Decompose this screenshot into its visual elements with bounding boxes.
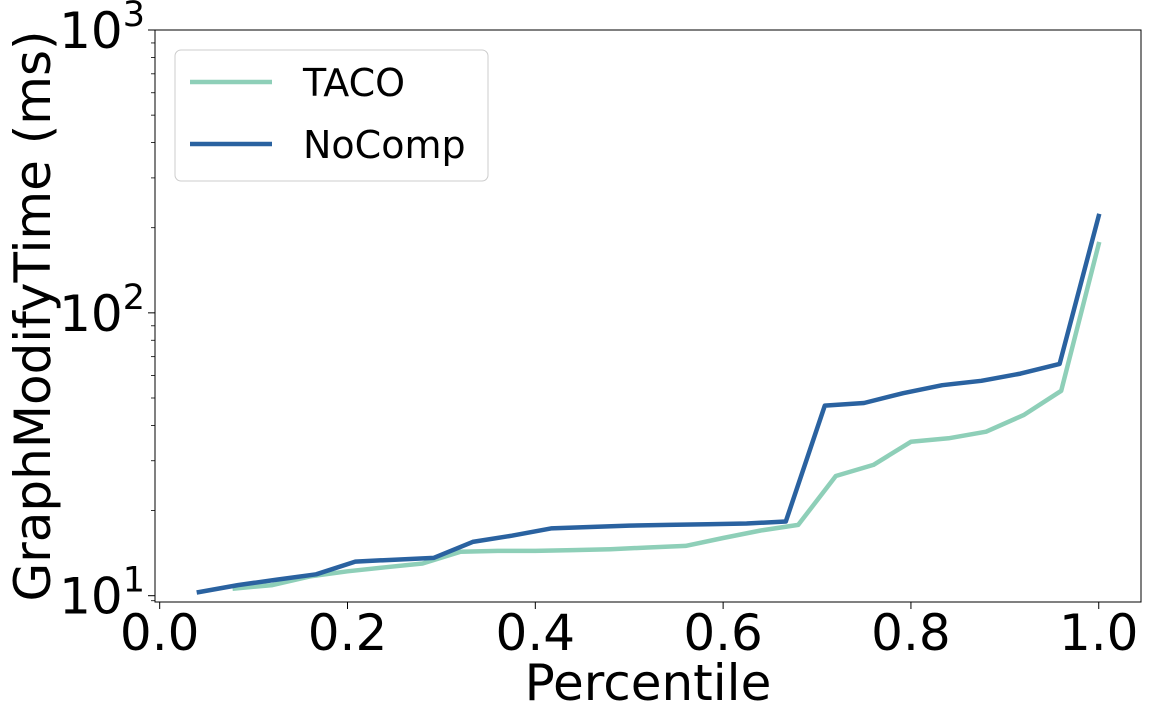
x-tick-label: 0.0: [120, 604, 200, 662]
y-tick-label: 101: [59, 561, 145, 626]
y-tick-label: 102: [59, 278, 145, 343]
x-tick-label: 0.4: [496, 604, 576, 662]
x-axis-label: Percentile: [525, 654, 772, 712]
legend-label-nocomp: NoComp: [303, 123, 466, 167]
plot-frame: [154, 29, 1142, 603]
y-axis-label: GraphModifyTime (ms): [4, 30, 62, 601]
x-tick-label: 0.6: [683, 604, 763, 662]
x-tick-label: 0.2: [308, 604, 388, 662]
series-line-nocomp: [196, 213, 1102, 595]
series-layer: [196, 213, 1102, 595]
legend-label-taco: TACO: [302, 61, 405, 105]
y-ticks: 101 102 103: [59, 0, 155, 626]
x-tick-label: 1.0: [1059, 604, 1139, 662]
legend: TACO NoComp: [174, 49, 489, 182]
x-tick-label: 0.8: [871, 604, 951, 662]
y-tick-label: 103: [59, 0, 145, 60]
x-ticks: 0.0 0.2 0.4 0.6 0.8 1.0: [120, 602, 1139, 662]
series-line-taco: [232, 241, 1102, 591]
